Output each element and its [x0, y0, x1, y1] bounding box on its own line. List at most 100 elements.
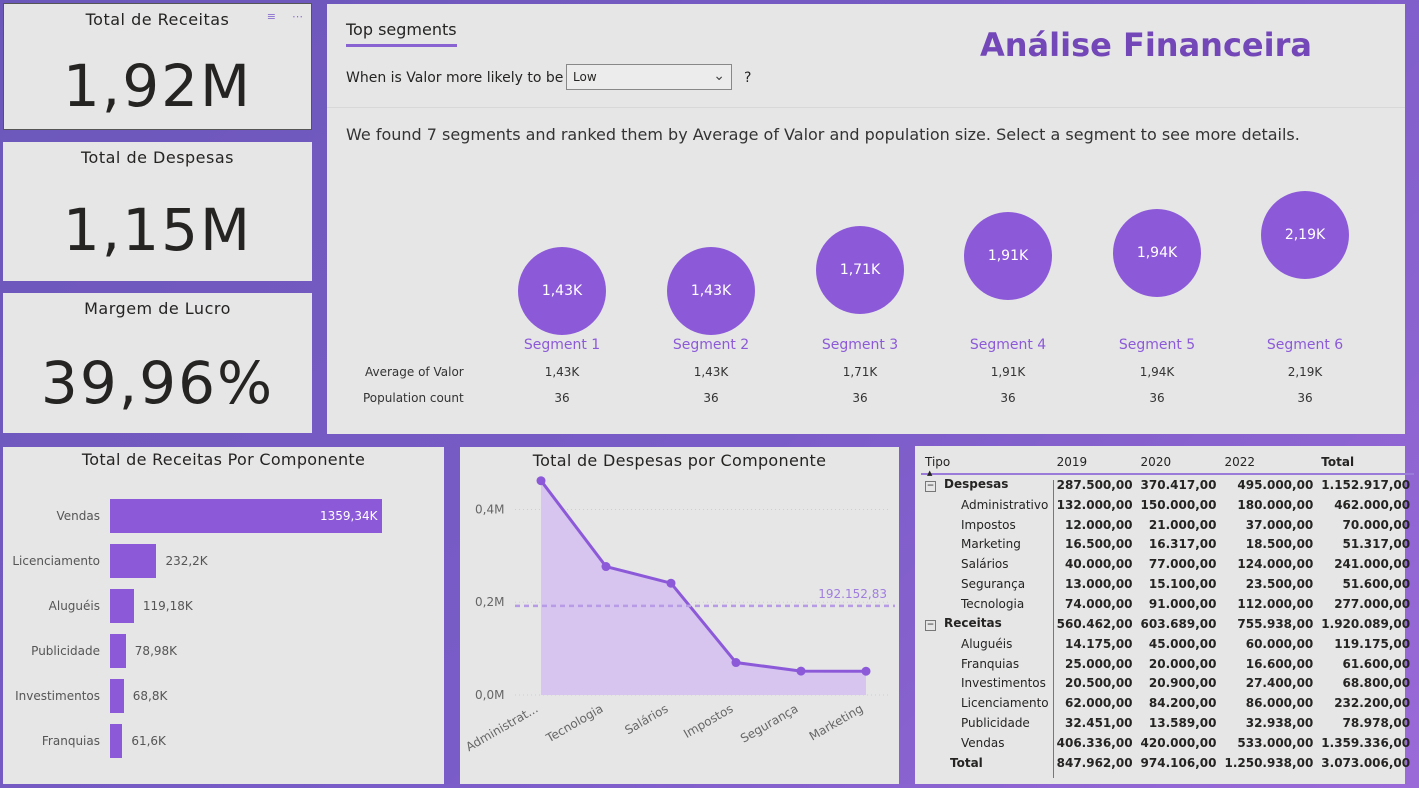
data-point[interactable]	[666, 578, 676, 588]
cell-value: 70.000,00	[1342, 517, 1411, 532]
tab-top-segments[interactable]: Top segments	[346, 20, 457, 47]
collapse-icon[interactable]: −	[925, 481, 936, 493]
row-name: Licenciamento	[961, 696, 1049, 711]
header-2019[interactable]: 2019	[1056, 455, 1088, 469]
matrix-row[interactable]: Franquias 25.000,00 20.000,00 16.600,00 61.6…	[921, 654, 1414, 674]
segment-name[interactable]: Segment 4	[969, 337, 1047, 353]
value-dropdown[interactable]: Low ⌄	[566, 64, 732, 90]
row-name: Investimentos	[961, 676, 1046, 691]
segment-bubble[interactable]: 1,91K	[964, 211, 1052, 300]
bar[interactable]	[110, 499, 382, 533]
kpi-card-margem[interactable]: Margem de Lucro 39,96%	[3, 293, 312, 433]
matrix-row[interactable]: Administrativo 132.000,00 150.000,00 180.00…	[921, 495, 1414, 515]
cell-value: 406.336,00	[1056, 735, 1133, 750]
total-value: 1.250.938,00	[1224, 755, 1314, 770]
collapse-icon[interactable]: −	[925, 620, 936, 632]
cell-value: 91.000,00	[1148, 596, 1217, 611]
matrix-header-row: Tipo ▲ 2019 2020 2022 Total	[921, 451, 1415, 477]
cell-value: 12.000,00	[1064, 517, 1133, 532]
cell-value: 16.500,00	[1064, 537, 1133, 552]
row-name: Administrativo	[961, 497, 1049, 512]
segment-name[interactable]: Segment 2	[672, 337, 750, 353]
cell-value: 61.600,00	[1342, 656, 1411, 671]
matrix-row[interactable]: Licenciamento 62.000,00 84.200,00 86.000,00…	[921, 693, 1414, 713]
data-point[interactable]	[796, 666, 806, 676]
matrix-row[interactable]: Marketing 16.500,00 16.317,00 18.500,00 51.3…	[921, 535, 1414, 555]
y-tick-label: 0,0M	[475, 688, 504, 702]
row-name: Aluguéis	[961, 636, 1013, 651]
cell-value: 78.978,00	[1342, 716, 1411, 731]
segment-bubble[interactable]: 1,71K	[816, 226, 904, 315]
cell-value: 51.317,00	[1342, 537, 1411, 552]
matrix-row[interactable]: Investimentos 20.500,00 20.900,00 27.400,00…	[921, 673, 1414, 693]
bar[interactable]	[110, 634, 126, 668]
cell-value: 86.000,00	[1245, 696, 1314, 711]
bar[interactable]	[110, 679, 124, 713]
bar-category-label: Aluguéis	[48, 599, 100, 613]
bar[interactable]	[110, 544, 157, 578]
header-2022[interactable]: 2022	[1224, 455, 1256, 469]
bar[interactable]	[110, 589, 134, 623]
segment-name[interactable]: Segment 5	[1118, 337, 1196, 353]
cell-value: 20.900,00	[1148, 676, 1217, 691]
segment-average: 1,43K	[544, 365, 580, 379]
cell-value: 13.000,00	[1064, 577, 1133, 592]
header-2020[interactable]: 2020	[1140, 455, 1172, 469]
cell-value: 74.000,00	[1064, 596, 1133, 611]
cell-value: 533.000,00	[1237, 735, 1314, 750]
bar[interactable]	[110, 724, 123, 758]
cell-value: 232.200,00	[1334, 696, 1411, 711]
matrix-row[interactable]: Salários 40.000,00 77.000,00 124.000,00 241.…	[921, 554, 1414, 574]
data-point[interactable]	[601, 562, 611, 572]
bar-value-label: 78,98K	[134, 644, 178, 658]
matrix-divider	[1053, 480, 1054, 778]
matrix-row[interactable]: Tecnologia 74.000,00 91.000,00 112.000,00 27…	[921, 594, 1414, 614]
cell-value: 277.000,00	[1334, 596, 1411, 611]
segment-bubble[interactable]: 1,43K	[667, 247, 755, 335]
kpi-value: 1,92M	[62, 52, 253, 120]
matrix-row[interactable]: Segurança 13.000,00 15.100,00 23.500,00 51.6…	[921, 574, 1414, 594]
segment-name[interactable]: Segment 3	[821, 337, 899, 353]
row-name: Marketing	[961, 537, 1021, 552]
kpi-card-receitas[interactable]: Total de Receitas ≡ ⋯ 1,92M	[3, 3, 312, 130]
segment-bubble[interactable]: 2,19K	[1261, 191, 1349, 279]
segment-name[interactable]: Segment 6	[1266, 337, 1344, 353]
segment-bubble[interactable]: 1,94K	[1113, 209, 1201, 298]
row-name: Vendas	[961, 735, 1005, 750]
group-value: 287.500,00	[1056, 477, 1133, 492]
sort-icon: ▲	[927, 469, 933, 477]
bar-category-label: Franquias	[41, 734, 100, 748]
more-options-icon[interactable]: ⋯	[292, 10, 303, 23]
bar-value-label: 232,2K	[165, 554, 208, 568]
matrix-row[interactable]: Aluguéis 14.175,00 45.000,00 60.000,00 119.1…	[921, 634, 1414, 654]
segment-bubble[interactable]: 1,43K	[518, 247, 606, 335]
group-name: − Receitas	[925, 616, 1002, 632]
data-point[interactable]	[536, 476, 546, 486]
header-total[interactable]: Total	[1321, 455, 1355, 469]
header-tipo[interactable]: Tipo ▲	[925, 455, 951, 477]
cell-value: 84.200,00	[1148, 696, 1217, 711]
data-point[interactable]	[861, 666, 871, 676]
kpi-card-despesas[interactable]: Total de Despesas 1,15M	[3, 142, 312, 281]
total-value: 847.962,00	[1056, 755, 1133, 770]
cell-value: 51.600,00	[1342, 577, 1411, 592]
data-point[interactable]	[731, 658, 741, 668]
segment-name[interactable]: Segment 1	[523, 337, 601, 353]
cell-value: 23.500,00	[1245, 577, 1314, 592]
matrix-row[interactable]: Vendas 406.336,00 420.000,00 533.000,00 1.35…	[921, 733, 1414, 753]
bar-category-label: Licenciamento	[12, 554, 100, 568]
filter-icon[interactable]: ≡	[266, 10, 276, 23]
cell-value: 77.000,00	[1148, 557, 1217, 572]
cell-value: 119.175,00	[1334, 636, 1411, 651]
bar-category-label: Investimentos	[15, 689, 100, 703]
chevron-down-icon: ⌄	[713, 68, 725, 84]
matrix-row[interactable]: Publicidade 32.451,00 13.589,00 32.938,00 78…	[921, 713, 1414, 733]
matrix-group-row[interactable]: − Despesas 287.500,00 370.417,00 495.000,00 1…	[921, 474, 1414, 495]
matrix-row[interactable]: Impostos 12.000,00 21.000,00 37.000,00 70.00…	[921, 515, 1414, 535]
segment-average: 1,43K	[693, 365, 729, 379]
bar-value-label: 68,8K	[132, 689, 168, 703]
matrix-group-row[interactable]: − Receitas 560.462,00 603.689,00 755.938,00 1…	[921, 614, 1414, 634]
cell-value: 150.000,00	[1140, 497, 1217, 512]
segment-population: 36	[1000, 391, 1016, 405]
cell-value: 32.938,00	[1245, 716, 1314, 731]
